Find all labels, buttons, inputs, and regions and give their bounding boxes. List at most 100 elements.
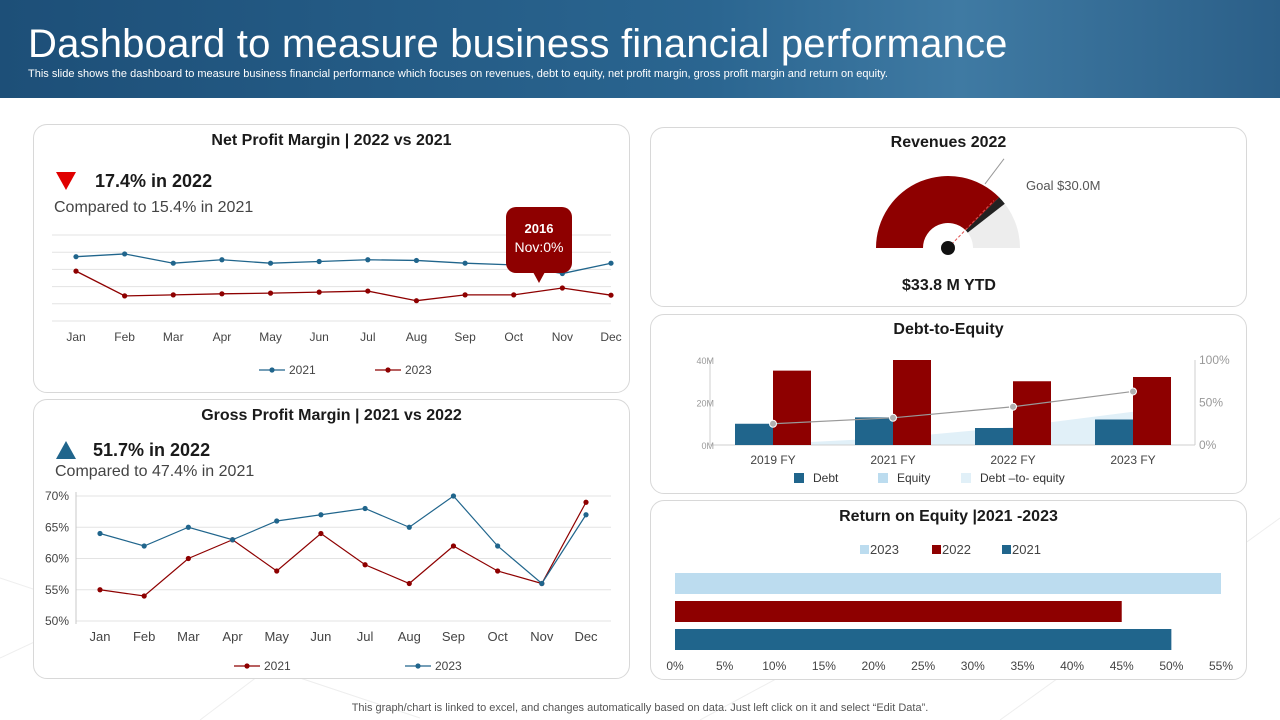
legend-swatch	[794, 473, 804, 483]
data-point	[73, 254, 79, 260]
data-point	[450, 543, 457, 549]
legend-marker	[385, 367, 391, 373]
data-point	[318, 530, 324, 537]
y-tick-right: 100%	[1199, 353, 1230, 367]
legend-label: Equity	[897, 471, 930, 485]
revenues-title: Revenues 2022	[890, 134, 1007, 151]
roe-card: Return on Equity |2021 -2023 2023 2022 202…	[650, 500, 1247, 680]
x-tick-label: Jul	[360, 330, 375, 344]
down-triangle-icon	[56, 172, 76, 190]
gross-profit-compare: Compared to 47.4% in 2021	[55, 463, 255, 480]
data-point	[413, 257, 420, 264]
data-point	[97, 530, 103, 537]
data-point	[219, 291, 225, 297]
ratio-point	[1129, 387, 1137, 396]
x-tick-label: Sep	[454, 330, 476, 344]
x-tick-label: 55%	[1209, 659, 1233, 673]
gauge-needle	[947, 200, 995, 249]
series-line-2023	[99, 495, 587, 585]
ratio-point	[1009, 402, 1017, 411]
goal-pointer-line	[984, 158, 1005, 185]
legend-label: 2021	[289, 363, 316, 377]
x-tick-label: Mar	[177, 629, 200, 644]
legend-swatch	[878, 473, 888, 483]
series-line-2023	[75, 270, 612, 302]
data-point	[316, 289, 322, 295]
net-profit-compare: Compared to 15.4% in 2021	[54, 199, 254, 216]
data-point	[170, 292, 176, 298]
data-point	[141, 543, 147, 549]
page-subtitle: This slide shows the dashboard to measur…	[28, 68, 888, 80]
debt-equity-chart: 0M 20M 40M 0% 50% 100% 2019 FY 2021 FY 2022 FY 20…	[696, 353, 1230, 485]
data-point	[365, 257, 371, 263]
x-tick-label: Dec	[600, 330, 621, 344]
net-profit-kpi: 17.4% in 2022	[95, 171, 213, 191]
legend-label: 2022	[942, 542, 971, 557]
ratio-line	[772, 390, 1134, 425]
equity-bar	[1133, 377, 1171, 445]
net-profit-chart: Jan Feb Mar Apr May Jun Jul Aug Sep Oct Nov Dec 202…	[52, 207, 622, 377]
data-point	[462, 260, 468, 266]
x-tick-label: Mar	[163, 330, 184, 344]
up-triangle-icon	[56, 441, 76, 459]
ratio-point	[889, 413, 897, 422]
data-point	[185, 555, 191, 562]
x-tick-label: 20%	[862, 659, 886, 673]
revenue-gauge: Goal $30.0M $33.8 M YTD	[876, 158, 1100, 294]
data-point	[406, 580, 412, 587]
data-point	[495, 543, 501, 549]
data-point	[406, 524, 412, 530]
debt-bar	[975, 428, 1013, 445]
x-tick-label: 30%	[961, 659, 985, 673]
x-tick-label: 25%	[911, 659, 935, 673]
x-tick-label: Feb	[133, 629, 155, 644]
legend-label: Debt	[813, 471, 839, 485]
x-tick-label: Nov	[552, 330, 573, 344]
x-tick-label: 2019 FY	[750, 453, 795, 467]
equity-bar	[893, 360, 931, 445]
data-point	[413, 298, 420, 304]
y-tick-right: 50%	[1199, 396, 1223, 410]
legend-label: 2021	[1012, 542, 1041, 557]
gross-profit-card: Gross Profit Margin | 2021 vs 2022 51.7%…	[33, 399, 630, 679]
legend-swatch	[1002, 545, 1011, 554]
roe-bar-2022	[675, 601, 1122, 622]
series-line-2021	[99, 501, 587, 597]
data-point	[583, 499, 589, 505]
debt-bar	[855, 417, 893, 445]
y-tick-right: 0%	[1199, 438, 1217, 452]
roe-title: Return on Equity |2021 -2023	[839, 508, 1058, 525]
legend-label: 2021	[264, 659, 291, 673]
gauge-hub	[941, 241, 955, 255]
y-tick-label: 60%	[45, 552, 69, 566]
y-tick-label: 65%	[45, 520, 69, 534]
data-point	[608, 260, 614, 266]
x-tick-label: Nov	[530, 629, 554, 644]
data-point	[495, 568, 501, 574]
data-point	[267, 260, 274, 266]
roe-chart: 2023 2022 2021 0% 5% 10% 15% 20% 25% 30% 35% 40% 45…	[666, 542, 1233, 673]
revenue-goal-label: Goal $30.0M	[1026, 178, 1100, 193]
x-tick-label: 0%	[666, 659, 684, 673]
data-point	[559, 285, 565, 291]
x-tick-label: Oct	[488, 629, 509, 644]
data-point	[122, 251, 128, 257]
legend-swatch	[961, 473, 971, 483]
x-tick-label: 10%	[762, 659, 786, 673]
legend-marker	[269, 367, 275, 373]
roe-bar-2023	[675, 573, 1221, 594]
legend-label: 2023	[405, 363, 432, 377]
x-tick-label: Sep	[442, 629, 465, 644]
legend-label: Debt –to- equity	[980, 471, 1065, 485]
data-point	[608, 292, 614, 298]
data-point	[141, 593, 147, 599]
x-tick-label: 15%	[812, 659, 836, 673]
data-point	[583, 512, 589, 518]
data-point	[462, 292, 468, 298]
debt-bar	[1095, 419, 1133, 445]
x-tick-label: 2021 FY	[870, 453, 915, 467]
y-tick-label: 70%	[45, 489, 69, 503]
data-point	[362, 505, 368, 512]
equity-bar	[773, 370, 811, 445]
x-tick-label: Oct	[504, 330, 523, 344]
